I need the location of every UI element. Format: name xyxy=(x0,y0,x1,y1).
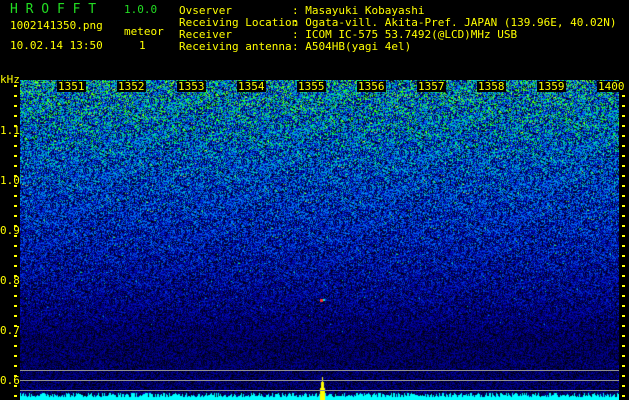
y-tick-mark xyxy=(14,365,17,367)
y-tick-mark xyxy=(622,165,625,167)
info-value: : Masayuki Kobayashi xyxy=(292,4,425,17)
info-label: Receiving Location xyxy=(179,16,299,29)
guide-line xyxy=(20,380,619,381)
y-tick-mark xyxy=(14,135,17,137)
y-tick-label: 0.8 xyxy=(0,274,20,287)
y-tick-mark xyxy=(622,265,625,267)
y-tick-mark xyxy=(622,115,625,117)
y-tick-label: 1.0 xyxy=(0,174,20,187)
y-tick-mark xyxy=(14,175,17,177)
y-tick-mark xyxy=(14,345,17,347)
y-tick-mark xyxy=(14,355,17,357)
y-tick-mark xyxy=(622,315,625,317)
meteor-count: 1 xyxy=(139,39,146,52)
y-tick-mark xyxy=(14,155,17,157)
info-value: : A504HB(yagi 4el) xyxy=(292,40,412,53)
y-tick-mark xyxy=(14,395,17,397)
y-tick-mark xyxy=(622,295,625,297)
y-tick-mark xyxy=(14,285,17,287)
y-tick-mark xyxy=(622,175,625,177)
y-tick-mark xyxy=(14,115,17,117)
y-tick-mark xyxy=(14,295,17,297)
y-tick-mark xyxy=(622,365,625,367)
y-tick-mark xyxy=(14,375,17,377)
y-tick-mark xyxy=(622,135,625,137)
y-tick-mark xyxy=(14,305,17,307)
y-tick-mark xyxy=(622,195,625,197)
y-tick-mark xyxy=(14,185,17,187)
y-tick-mark xyxy=(14,205,17,207)
y-tick-mark xyxy=(622,325,625,327)
app-version: 1.0.0 xyxy=(124,3,158,16)
y-tick-mark xyxy=(14,225,17,227)
info-value: : ICOM IC-575 53.7492(@LCD)MHz USB xyxy=(292,28,518,41)
y-tick-mark xyxy=(622,225,625,227)
y-axis-unit: kHz xyxy=(0,73,20,86)
y-tick-mark xyxy=(622,205,625,207)
y-tick-mark xyxy=(622,335,625,337)
y-tick-label: 0.9 xyxy=(0,224,20,237)
x-tick-label: 1354 xyxy=(237,80,266,93)
y-tick-mark xyxy=(14,85,17,87)
x-tick-label: 1353 xyxy=(177,80,206,93)
y-tick-mark xyxy=(14,215,17,217)
x-tick-label: 1352 xyxy=(117,80,146,93)
y-tick-mark xyxy=(622,105,625,107)
guide-line xyxy=(20,370,619,371)
y-tick-label: 0.6 xyxy=(0,374,20,387)
y-tick-mark xyxy=(622,285,625,287)
y-tick-mark xyxy=(14,195,17,197)
y-tick-mark xyxy=(622,235,625,237)
y-tick-mark xyxy=(14,265,17,267)
y-tick-mark xyxy=(14,125,17,127)
info-value: : Ogata-vill. Akita-Pref. JAPAN (139.96E… xyxy=(292,16,617,29)
y-tick-mark xyxy=(622,95,625,97)
x-tick-label: 1351 xyxy=(57,80,86,93)
y-tick-mark xyxy=(14,245,17,247)
y-tick-mark xyxy=(14,165,17,167)
datetime: 10.02.14 13:50 xyxy=(10,39,103,52)
y-tick-label: 1.1 xyxy=(0,124,20,137)
x-tick-label: 1355 xyxy=(297,80,326,93)
filename: 1002141350.png xyxy=(10,19,103,32)
y-tick-mark xyxy=(622,305,625,307)
x-tick-label: 1400 xyxy=(597,80,626,93)
y-tick-mark xyxy=(622,275,625,277)
app-name: H R O F F T xyxy=(10,2,97,17)
y-tick-mark xyxy=(622,185,625,187)
y-tick-mark xyxy=(622,125,625,127)
guide-line xyxy=(20,390,619,391)
y-tick-mark xyxy=(622,255,625,257)
x-tick-label: 1356 xyxy=(357,80,386,93)
x-tick-label: 1358 xyxy=(477,80,506,93)
info-label: Receiving antenna xyxy=(179,40,292,53)
y-tick-mark xyxy=(14,105,17,107)
x-tick-label: 1359 xyxy=(537,80,566,93)
y-tick-mark xyxy=(622,155,625,157)
y-tick-mark xyxy=(14,95,17,97)
y-tick-mark xyxy=(14,385,17,387)
y-tick-label: 0.7 xyxy=(0,324,20,337)
y-tick-mark xyxy=(14,145,17,147)
y-tick-mark xyxy=(622,375,625,377)
y-tick-mark xyxy=(14,275,17,277)
y-tick-mark xyxy=(622,145,625,147)
y-tick-mark xyxy=(14,335,17,337)
y-tick-mark xyxy=(622,215,625,217)
info-label: Receiver xyxy=(179,28,232,41)
info-label: Ovserver xyxy=(179,4,232,17)
y-tick-mark xyxy=(14,325,17,327)
y-tick-mark xyxy=(622,355,625,357)
y-tick-mark xyxy=(622,385,625,387)
y-tick-mark xyxy=(622,345,625,347)
y-tick-mark xyxy=(14,235,17,237)
spectrogram xyxy=(20,80,619,400)
y-tick-mark xyxy=(14,315,17,317)
y-tick-mark xyxy=(14,255,17,257)
x-tick-label: 1357 xyxy=(417,80,446,93)
y-tick-mark xyxy=(622,395,625,397)
meteor-label: meteor xyxy=(124,25,164,38)
y-tick-mark xyxy=(622,245,625,247)
